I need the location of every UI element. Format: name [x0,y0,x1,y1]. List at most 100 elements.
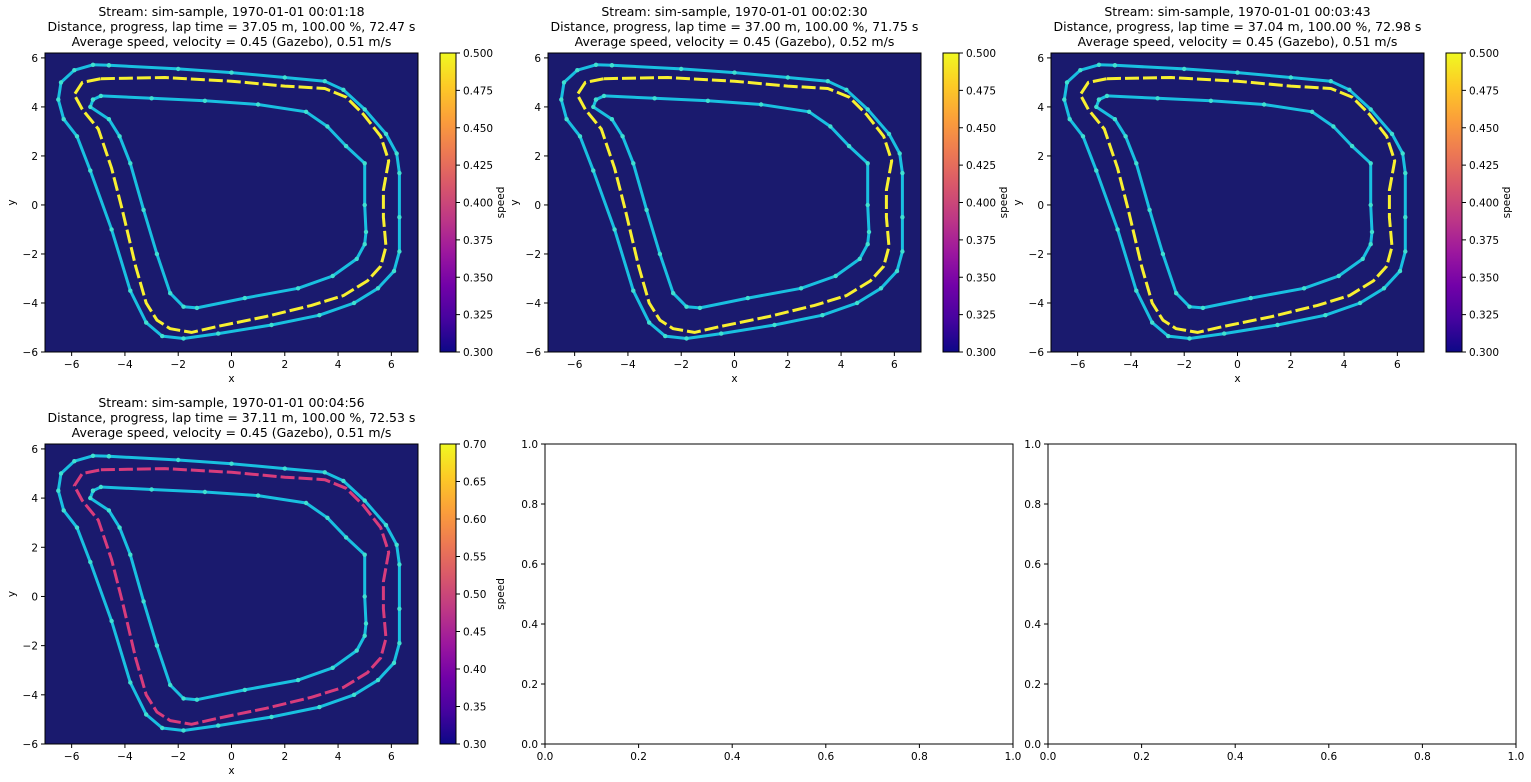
track-outer-point [564,117,569,122]
track-inner-point [325,124,330,129]
y-tick-label: 0 [31,591,38,603]
track-outer-point [74,525,80,530]
track-outer-point [341,87,346,93]
chart-title-line-3: Average speed, velocity = 0.45 (Gazebo),… [575,34,895,49]
y-tick-label: −4 [526,298,542,310]
x-tick-label: −6 [64,359,80,371]
chart-title-line-2: Distance, progress, lap time = 37.04 m, … [1054,19,1422,34]
y-tick-label: 6 [1037,53,1044,65]
track-outer-point [383,131,389,137]
track-outer-point [900,249,905,254]
colorbar-tick-label: 0.450 [463,123,493,135]
x-axis-label: x [228,373,234,385]
colorbar-tick-label: 0.400 [966,198,996,210]
track-inner-point [149,487,154,492]
track-inner-point [1331,124,1336,129]
y-tick-label: 0 [534,200,541,212]
track-inner-point [865,202,870,208]
track-outer-point [1115,227,1120,232]
track-outer-point [394,542,399,547]
subplot-3: −6 −4 −2 0 2 4 6 −6 −4 −2 0 2 4 6 x y Stream: sim-sample… [1012,4,1513,385]
track-inner-point [255,493,261,498]
track-outer-point [397,641,402,646]
y-tick-label: 0.8 [1024,499,1041,511]
track-outer-point [317,704,322,710]
y-tick-label: 4 [31,102,38,114]
track-inner-point [833,273,838,279]
track-inner-point [181,304,186,309]
colorbar-tick-label: 0.350 [463,272,493,284]
y-axis-label: y [1012,199,1024,205]
colorbar-tick-label: 0.350 [1469,272,1499,284]
colorbar-tick-label: 0.400 [1469,198,1499,210]
track-inner-point [128,552,133,557]
track-outer-point [269,714,274,720]
track-outer-point [90,453,96,458]
track-outer-point [1357,300,1363,306]
track-inner-point [684,304,689,309]
track-inner-point [181,696,186,701]
track-inner-point [343,535,349,540]
track-outer-point [886,131,892,137]
chart-title-line-3: Average speed, velocity = 0.45 (Gazebo),… [72,425,392,440]
track-outer-point [1067,117,1072,122]
track-inner-point [343,143,349,149]
colorbar-tick-label: 0.35 [463,702,486,714]
y-tick-label: 0.2 [1024,679,1041,691]
colorbar-tick-label: 0.375 [1469,235,1499,247]
track-outer-point [684,336,689,341]
track-outer-point [609,63,615,68]
track-inner-point [593,97,599,102]
track-inner-point [1368,161,1373,166]
track-inner-point [255,102,261,107]
y-tick-label: 0.6 [521,559,538,571]
chart-title-line-3: Average speed, velocity = 0.45 (Gazebo),… [72,34,392,49]
y-tick-label: 0 [1037,200,1044,212]
track-outer-point [559,97,564,102]
track-outer-point [322,79,327,84]
track-inner-point [362,202,367,208]
track-outer-point [216,723,221,728]
y-axis-label: y [6,199,18,205]
track-outer-point [282,466,287,471]
x-tick-label: 0 [1234,359,1241,371]
colorbar-tick-label: 0.375 [966,235,996,247]
colorbar-tick-label: 0.500 [966,48,996,60]
track-inner-point [362,242,367,247]
track-inner-point [117,134,122,139]
track-outer-point [1150,320,1155,325]
track-outer-point [647,320,652,325]
x-tick-label: 1.0 [1005,751,1022,763]
track-inner-point [295,286,301,291]
track-outer-point [865,107,870,112]
colorbar-tick-label: 0.350 [966,272,996,284]
track-outer-point [322,470,327,475]
subplot-6: 0.0 0.2 0.4 0.6 0.8 1.0 0.0 0.2 0.4 0.6 0.8 1.0 [1024,439,1524,763]
colorbar-tick-label: 0.300 [966,347,996,359]
track-inner-point [154,251,160,257]
track-inner-point [330,273,335,279]
x-tick-label: −6 [64,751,80,763]
track-outer-point [1381,286,1387,291]
track-inner-point [88,104,93,110]
track-inner-point [1360,256,1365,262]
track-outer-point [391,268,397,274]
y-tick-label: −6 [526,347,542,359]
track-inner-line [1094,94,1374,310]
track-inner-point [363,621,369,626]
track-outer-point [1403,170,1408,176]
y-tick-label: 0 [31,200,38,212]
colorbar-tick-label: 0.70 [463,439,486,451]
colorbar-label: speed [1501,187,1513,219]
track-outer-point [719,331,724,336]
track-outer-point [351,300,357,306]
x-tick-label: 6 [1394,359,1401,371]
y-tick-label: −4 [23,690,39,702]
colorbar-tick-label: 0.375 [463,235,493,247]
y-tick-label: 0.2 [521,679,538,691]
track-outer-point [362,107,367,112]
track-outer-point [397,215,402,220]
track-inner-point [865,242,870,247]
x-tick-label: 2 [784,359,791,371]
